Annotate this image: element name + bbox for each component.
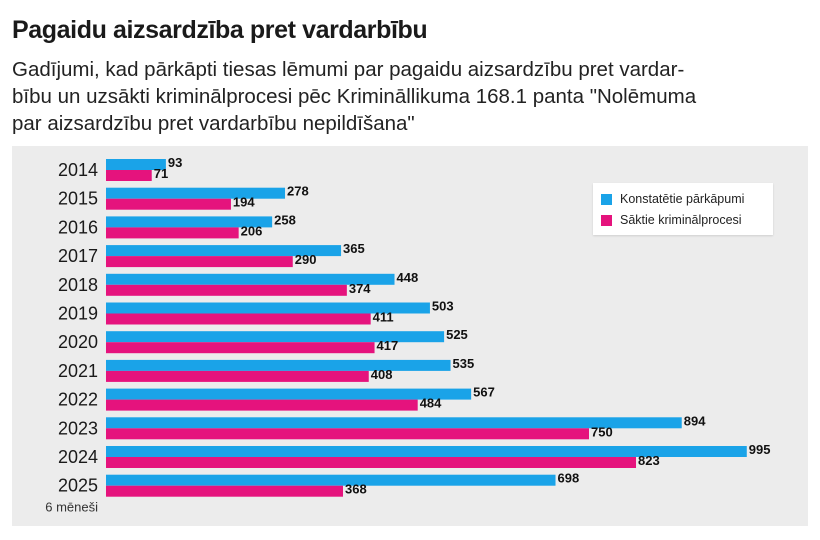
data-label-series-2: 290 — [295, 252, 317, 267]
bar-series-2 — [106, 399, 418, 411]
data-label-series-2: 823 — [638, 453, 660, 468]
legend-swatch-series-1 — [601, 193, 612, 205]
data-label-series-1: 258 — [274, 212, 296, 227]
data-label-series-2: 417 — [377, 338, 399, 353]
data-label-series-2: 750 — [591, 424, 613, 439]
category-label: 2017 — [58, 246, 98, 266]
bar-series-2 — [106, 457, 637, 468]
bar-series-1 — [106, 331, 445, 343]
data-label-series-1: 535 — [453, 356, 475, 371]
bar-series-2 — [106, 370, 369, 382]
bar-series-2 — [106, 313, 371, 325]
data-label-series-2: 368 — [345, 482, 367, 497]
category-label: 2018 — [58, 275, 98, 295]
legend-label-series-1: Konstatētie pārkāpumi — [620, 192, 745, 206]
category-label: 2019 — [58, 304, 98, 324]
category-label: 2025 — [58, 476, 98, 496]
chart-title: Pagaidu aizsardzība pret vardarbību — [12, 16, 428, 44]
data-label-series-1: 698 — [558, 471, 580, 486]
category-label: 2014 — [58, 160, 98, 180]
category-sublabel: 6 mēneši — [45, 500, 98, 515]
data-label-series-1: 448 — [397, 270, 419, 285]
bar-series-2 — [106, 485, 343, 497]
bar-series-1 — [106, 446, 747, 457]
legend-item-series-1: Konstatētie pārkāpumi — [601, 192, 744, 206]
bar-series-2 — [106, 284, 347, 296]
data-label-series-2: 411 — [373, 310, 394, 325]
category-label: 2020 — [58, 332, 98, 352]
category-label: 2023 — [58, 418, 98, 438]
data-label-series-1: 525 — [446, 327, 468, 342]
data-label-series-2: 374 — [349, 281, 371, 296]
legend-label-series-2: Sāktie kriminālprocesi — [620, 213, 742, 227]
bar-series-2 — [106, 342, 375, 354]
data-label-series-1: 894 — [684, 413, 706, 428]
data-label-series-2: 484 — [420, 396, 442, 411]
subtitle-line-2: bību un uzsākti kriminālprocesi pēc Krim… — [12, 85, 697, 108]
bar-series-2 — [106, 256, 293, 268]
bar-series-1 — [106, 474, 556, 486]
category-label: 2022 — [58, 390, 98, 410]
bar-series-2 — [106, 428, 589, 440]
data-label-series-1: 278 — [287, 184, 309, 199]
data-label-series-1: 995 — [749, 442, 771, 457]
category-label: 2021 — [58, 361, 98, 381]
bar-series-1 — [106, 302, 430, 314]
bar-series-2 — [106, 227, 239, 239]
bar-series-1 — [106, 159, 166, 170]
bar-series-1 — [106, 187, 286, 199]
legend-swatch-series-2 — [601, 214, 612, 226]
data-label-series-1: 365 — [343, 241, 365, 256]
bar-series-1 — [106, 273, 395, 285]
subtitle-line-3: par aizsardzību pret vardarbību nepildīš… — [12, 112, 415, 135]
chart-area: 2014 93 71 2015 278 194 2016 258 206 2017 365 290 20… — [12, 146, 808, 526]
chart-subtitle: Gadījumi, kad pārkāpti tiesas lēmumi par… — [12, 56, 808, 137]
data-label-series-1: 93 — [168, 155, 182, 170]
bar-series-1 — [106, 216, 273, 228]
data-label-series-2: 408 — [371, 367, 393, 382]
data-label-series-2: 71 — [154, 166, 168, 181]
bar-series-2 — [106, 170, 152, 181]
legend: Konstatētie pārkāpumi Sāktie kriminālpro… — [593, 183, 773, 235]
data-label-series-1: 503 — [432, 299, 454, 314]
bar-series-1 — [106, 245, 342, 257]
bar-series-1 — [106, 388, 472, 400]
bar-series-1 — [106, 359, 451, 371]
subtitle-line-1: Gadījumi, kad pārkāpti tiesas lēmumi par… — [12, 58, 685, 81]
data-label-series-2: 206 — [241, 223, 263, 238]
bar-series-1 — [106, 417, 682, 429]
category-label: 2024 — [58, 447, 98, 467]
category-label: 2016 — [58, 217, 98, 237]
data-label-series-2: 194 — [233, 195, 255, 210]
legend-item-series-2: Sāktie kriminālprocesi — [601, 213, 742, 227]
bar-series-2 — [106, 198, 231, 210]
data-label-series-1: 567 — [473, 385, 495, 400]
category-label: 2015 — [58, 189, 98, 209]
